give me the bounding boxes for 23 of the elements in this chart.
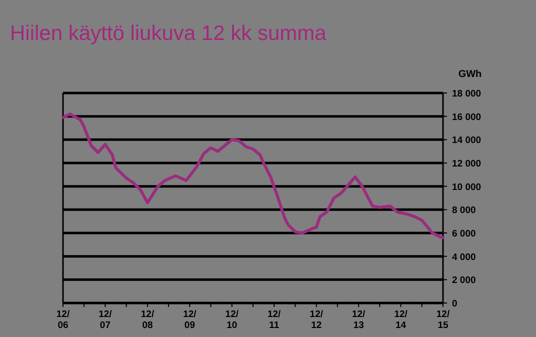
y-tick-label: 4 000 — [452, 252, 476, 263]
y-tick-label: 16 000 — [452, 112, 482, 123]
y-tick-label: 8 000 — [452, 205, 476, 216]
y-tick-label: 14 000 — [452, 135, 482, 146]
x-tick-label: 12/ 06 — [56, 309, 70, 331]
y-tick-label: 2 000 — [452, 275, 476, 286]
x-tick-label: 12/ 07 — [98, 309, 112, 331]
y-tick-label: 6 000 — [452, 228, 476, 240]
line-series — [62, 112, 444, 240]
x-tick-label: 12/ 13 — [352, 309, 366, 331]
y-tick-label: 10 000 — [452, 182, 482, 193]
x-tick-label: 12/ 12 — [310, 309, 324, 331]
x-tick-label: 12/ 10 — [225, 309, 239, 331]
x-tick-label: 12/ 15 — [436, 309, 450, 331]
x-tick-label: 12/ 11 — [267, 309, 282, 331]
y-tick-label: 12 000 — [452, 158, 482, 170]
x-tick-label: 12/ 14 — [394, 309, 408, 331]
x-tick-label: 12/ 09 — [183, 309, 197, 331]
chart-title: Hiilen käyttö liukuva 12 kk summa — [10, 22, 327, 45]
y-axis-title: GWh — [458, 69, 482, 80]
x-tick-label: 12/ 08 — [140, 309, 154, 331]
y-tick-label: 18 000 — [452, 88, 482, 100]
y-tick-label: 0 — [452, 298, 458, 310]
